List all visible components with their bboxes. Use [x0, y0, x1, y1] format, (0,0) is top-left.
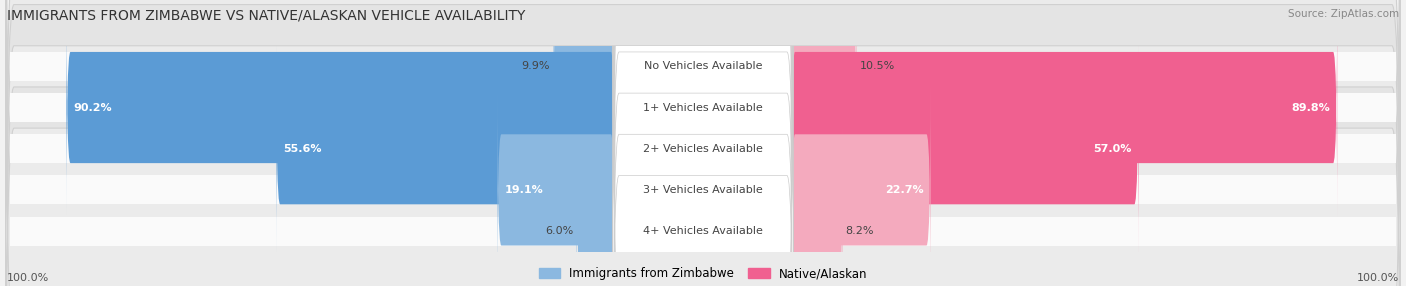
FancyBboxPatch shape: [6, 0, 1400, 286]
FancyBboxPatch shape: [10, 93, 612, 122]
FancyBboxPatch shape: [10, 52, 612, 81]
FancyBboxPatch shape: [10, 217, 612, 245]
Text: 22.7%: 22.7%: [884, 185, 924, 195]
Text: 90.2%: 90.2%: [73, 103, 112, 112]
Text: IMMIGRANTS FROM ZIMBABWE VS NATIVE/ALASKAN VEHICLE AVAILABILITY: IMMIGRANTS FROM ZIMBABWE VS NATIVE/ALASK…: [7, 9, 526, 23]
Text: 9.9%: 9.9%: [522, 61, 550, 71]
FancyBboxPatch shape: [6, 5, 1400, 286]
FancyBboxPatch shape: [10, 176, 612, 204]
FancyBboxPatch shape: [792, 93, 1396, 122]
Text: 57.0%: 57.0%: [1092, 144, 1132, 154]
FancyBboxPatch shape: [792, 134, 1396, 163]
FancyBboxPatch shape: [792, 81, 931, 286]
FancyBboxPatch shape: [792, 39, 1139, 258]
Text: 55.6%: 55.6%: [283, 144, 322, 154]
Text: 1+ Vehicles Available: 1+ Vehicles Available: [643, 103, 763, 112]
FancyBboxPatch shape: [792, 0, 856, 176]
FancyBboxPatch shape: [553, 0, 614, 176]
FancyBboxPatch shape: [613, 0, 793, 286]
FancyBboxPatch shape: [792, 176, 1396, 204]
FancyBboxPatch shape: [6, 0, 1400, 286]
FancyBboxPatch shape: [792, 122, 842, 286]
Text: 6.0%: 6.0%: [546, 226, 574, 236]
FancyBboxPatch shape: [613, 39, 793, 286]
Text: 8.2%: 8.2%: [845, 226, 875, 236]
Text: 3+ Vehicles Available: 3+ Vehicles Available: [643, 185, 763, 195]
FancyBboxPatch shape: [6, 0, 1400, 286]
FancyBboxPatch shape: [10, 134, 612, 163]
Text: No Vehicles Available: No Vehicles Available: [644, 61, 762, 71]
Text: 19.1%: 19.1%: [505, 185, 543, 195]
FancyBboxPatch shape: [498, 81, 614, 286]
FancyBboxPatch shape: [792, 52, 1396, 81]
Text: Source: ZipAtlas.com: Source: ZipAtlas.com: [1288, 9, 1399, 19]
FancyBboxPatch shape: [66, 0, 614, 217]
FancyBboxPatch shape: [792, 217, 1396, 245]
Legend: Immigrants from Zimbabwe, Native/Alaskan: Immigrants from Zimbabwe, Native/Alaskan: [538, 267, 868, 280]
FancyBboxPatch shape: [576, 122, 614, 286]
Text: 2+ Vehicles Available: 2+ Vehicles Available: [643, 144, 763, 154]
FancyBboxPatch shape: [613, 0, 793, 286]
Text: 10.5%: 10.5%: [859, 61, 894, 71]
FancyBboxPatch shape: [613, 0, 793, 286]
Text: 100.0%: 100.0%: [1357, 273, 1399, 283]
Text: 4+ Vehicles Available: 4+ Vehicles Available: [643, 226, 763, 236]
FancyBboxPatch shape: [792, 0, 1337, 217]
FancyBboxPatch shape: [613, 0, 793, 258]
Text: 89.8%: 89.8%: [1292, 103, 1330, 112]
FancyBboxPatch shape: [276, 39, 614, 258]
FancyBboxPatch shape: [6, 0, 1400, 286]
Text: 100.0%: 100.0%: [7, 273, 49, 283]
